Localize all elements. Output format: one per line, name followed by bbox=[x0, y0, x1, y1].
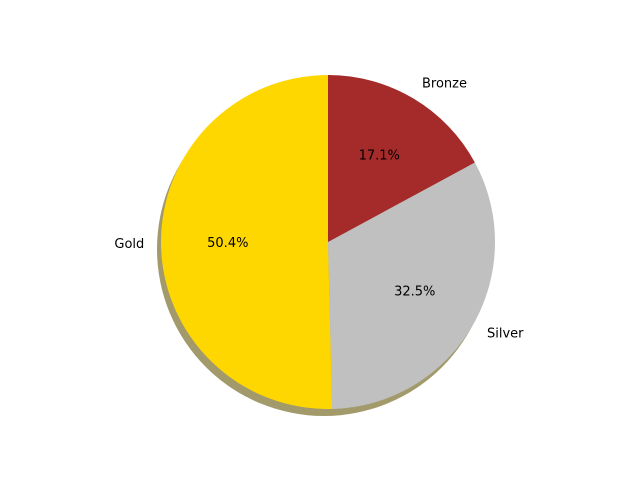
slice-label-silver: Silver bbox=[487, 327, 524, 342]
slice-percent-bronze: 17.1% bbox=[359, 148, 400, 163]
slice-percent-gold: 50.4% bbox=[207, 236, 248, 251]
pie-slice-silver bbox=[328, 162, 495, 409]
pie-slice-layer bbox=[160, 74, 495, 410]
slice-label-gold: Gold bbox=[114, 237, 144, 252]
slice-label-bronze: Bronze bbox=[422, 77, 467, 92]
pie-label-layer: Gold 50.4% Silver 32.5% Bronze 17.1% bbox=[114, 77, 524, 342]
pie-slice-gold bbox=[160, 75, 333, 410]
slice-percent-silver: 32.5% bbox=[394, 285, 435, 300]
pie-slice-bronze bbox=[328, 74, 475, 242]
